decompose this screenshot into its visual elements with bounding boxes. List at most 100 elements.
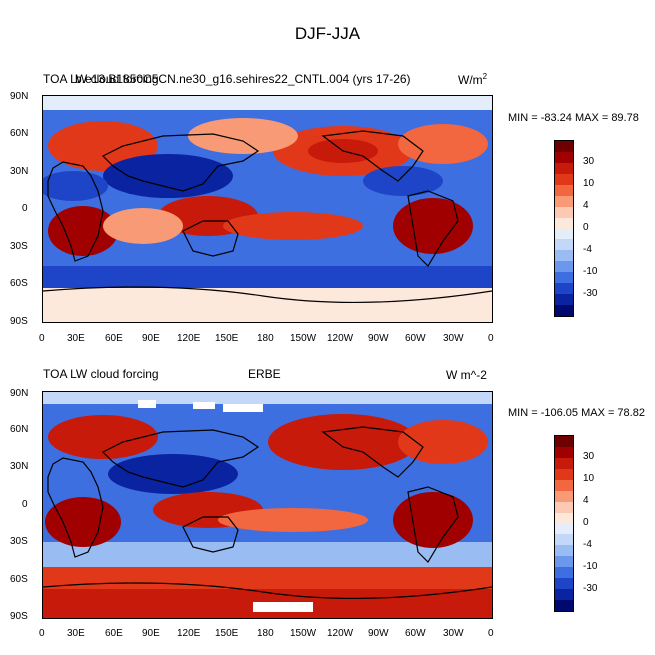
panel-erbe-map [42, 391, 493, 619]
colorbar-swatch-6 [555, 206, 573, 218]
panel-model-lon-180: 180 [257, 333, 274, 344]
panel-model-lat-0: 0 [22, 203, 28, 214]
panel-erbe-lon-30w: 30W [443, 628, 464, 639]
colorbar-swatch-13 [555, 283, 573, 295]
panel-erbe-lon-60e: 60E [105, 628, 123, 639]
colorbar-swatch-9 [555, 239, 573, 251]
coast-australia [182, 220, 239, 257]
colorbar-swatch-7 [555, 217, 573, 229]
antarctic-band [43, 288, 492, 322]
colorbar-swatch-0 [555, 436, 573, 447]
panel-model-lon-0-end: 0 [488, 333, 494, 344]
arctic-band [43, 96, 492, 110]
panel-model-cbar-label-10: 10 [583, 178, 595, 189]
panel-model-cbar-label-m10: -10 [583, 266, 598, 277]
colorbar-swatch-8 [555, 228, 573, 240]
panel-model-left-title: TOA LW cloud forcing [43, 72, 159, 86]
panel-model-units: W/m2 [458, 72, 487, 87]
panel-model-cbar-label-0: 0 [583, 222, 589, 233]
field-south-america [393, 198, 473, 254]
panel-erbe-cbar-label-0: 0 [583, 517, 589, 528]
panel-erbe-lon-180: 180 [257, 628, 274, 639]
panel-erbe-cbar-label-30: 30 [583, 451, 595, 462]
missing-data-1 [138, 400, 156, 408]
field-n-atlantic [398, 124, 488, 164]
colorbar-swatch-2 [555, 162, 573, 174]
panel-model-lon-90w: 90W [368, 333, 389, 344]
panel-erbe-lat-60n: 60N [10, 424, 29, 435]
panel-erbe-lon-150w: 150W [290, 628, 317, 639]
field-spcz [218, 508, 368, 532]
colorbar-swatch-10 [555, 545, 573, 557]
panel-model-lat-90s: 90S [10, 316, 28, 327]
colorbar-swatch-14 [555, 294, 573, 306]
panel-erbe-map-svg [43, 392, 492, 618]
panel-erbe-units: W m^-2 [446, 367, 487, 382]
panel-erbe-lat-90s: 90S [10, 611, 28, 622]
coast-africa [47, 457, 104, 558]
panel-model-lon-60e: 60E [105, 333, 123, 344]
panel-model-lat-60s: 60S [10, 278, 28, 289]
coast-asia [101, 133, 260, 192]
panel-model-colorbar [554, 140, 574, 317]
coast-south-america [407, 486, 459, 563]
panel-model-lon-30w: 30W [443, 333, 464, 344]
field-africa [45, 497, 121, 547]
colorbar-swatch-1 [555, 151, 573, 163]
arctic-band [43, 392, 492, 404]
panel-erbe-left-title: TOA LW cloud forcing [43, 367, 159, 381]
panel-model-units-main: W/m [458, 73, 483, 87]
colorbar-swatch-10 [555, 250, 573, 262]
panel-erbe-lat-30s: 30S [10, 536, 28, 547]
coast-asia [101, 429, 260, 488]
panel-erbe-cbar-label-m4: -4 [583, 539, 592, 550]
panel-model-cbar-label-m4: -4 [583, 244, 592, 255]
panel-erbe-cbar-label-m10: -10 [583, 561, 598, 572]
panel-model-lon-30e: 30E [67, 333, 85, 344]
field-indian-ocean [103, 208, 183, 244]
panel-model-lon-90e: 90E [142, 333, 160, 344]
panel-erbe-lon-0-end: 0 [488, 628, 494, 639]
panel-erbe-lon-60w: 60W [405, 628, 426, 639]
coastlines [43, 130, 492, 304]
panel-erbe-min-max: MIN = -106.05 MAX = 78.82 [508, 407, 645, 419]
panel-model-lat-60n: 60N [10, 128, 29, 139]
colorbar-swatch-11 [555, 261, 573, 273]
field-n-atlantic [398, 420, 488, 464]
panel-model-lon-60w: 60W [405, 333, 426, 344]
field-central-america [363, 166, 443, 196]
panel-model-lon-0: 0 [39, 333, 45, 344]
coast-north-america [321, 426, 424, 478]
colorbar-swatch-6 [555, 501, 573, 513]
colorbar-swatch-4 [555, 479, 573, 491]
panel-erbe-lat-0: 0 [22, 499, 28, 510]
colorbar-swatch-4 [555, 184, 573, 196]
colorbar-swatch-8 [555, 523, 573, 535]
colorbar-swatch-12 [555, 272, 573, 284]
colorbar-swatch-1 [555, 446, 573, 458]
colorbar-swatch-14 [555, 589, 573, 601]
colorbar-swatch-9 [555, 534, 573, 546]
panel-erbe-lat-30n: 30N [10, 461, 29, 472]
panel-erbe-lon-0: 0 [39, 628, 45, 639]
panel-model-lon-120e: 120E [177, 333, 201, 344]
field-south-america [393, 492, 473, 548]
field-n-pacific [268, 414, 418, 470]
missing-data-2 [193, 402, 215, 409]
coast-north-america [321, 130, 424, 182]
field-spcz [223, 212, 363, 240]
coast-africa [47, 161, 104, 262]
colorbar-swatch-0 [555, 141, 573, 152]
panel-model-cbar-label-4: 4 [583, 200, 589, 211]
panel-erbe-lon-30e: 30E [67, 628, 85, 639]
coast-australia [182, 516, 239, 553]
coast-south-america [407, 190, 459, 267]
panel-erbe-lon-90w: 90W [368, 628, 389, 639]
panel-model-lat-30n: 30N [10, 166, 29, 177]
field-asia-monsoon [103, 154, 233, 198]
panel-model-cbar-label-30: 30 [583, 156, 595, 167]
panel-erbe-lat-90n: 90N [10, 388, 29, 399]
panel-erbe-cbar-label-4: 4 [583, 495, 589, 506]
panel-erbe-units-main: W m^-2 [446, 368, 487, 382]
panel-model-lat-90n: 90N [10, 91, 29, 102]
